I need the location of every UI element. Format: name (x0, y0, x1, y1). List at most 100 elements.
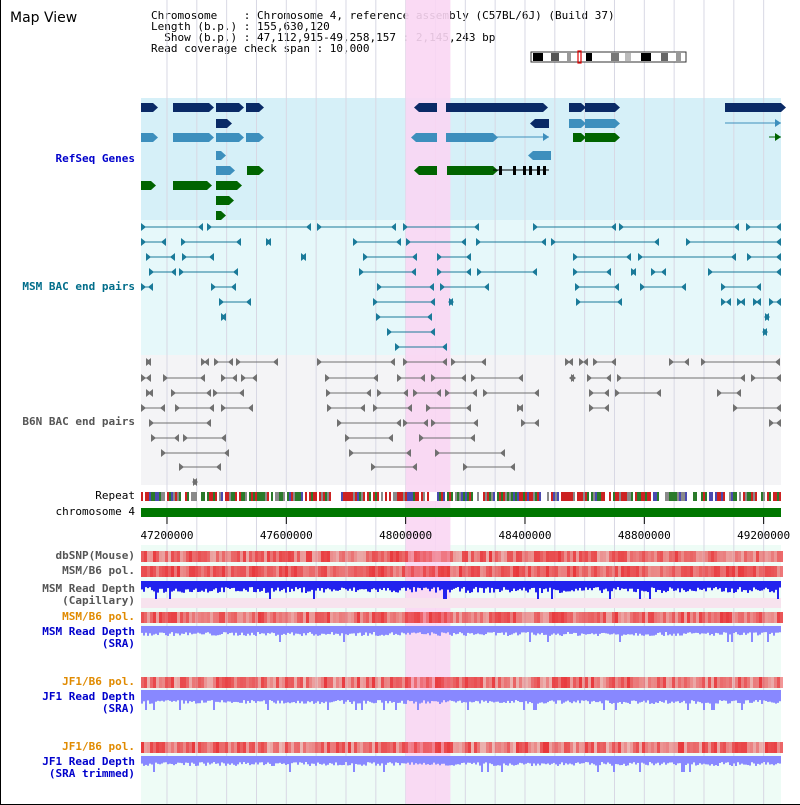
msm-bac-pair-end (611, 223, 616, 231)
msm-depth-capillary-bar (257, 581, 259, 590)
jf1-depth-trimmed-bar (215, 756, 217, 764)
jf1-depth-trimmed-bar (735, 756, 737, 766)
msm-b6-pol-cell (291, 612, 294, 623)
msm-depth-capillary-bar (649, 581, 651, 599)
refseq-gene-arrow (209, 103, 214, 112)
jf1-b6-pol-cell (420, 742, 423, 753)
msm-bac-pair-end (551, 238, 556, 246)
msm-depth-capillary-bar (223, 581, 225, 593)
jf1-depth-trimmed-bar (693, 756, 695, 763)
msm-depth-sra-bar (619, 626, 621, 642)
b6n-bac-pair-end (775, 358, 780, 366)
msm-b6-pol-cell (345, 612, 348, 623)
msm-depth-sra-bar (583, 626, 585, 634)
msm-depth-sra-bar (391, 626, 393, 633)
msm-b6-pol-cell (666, 612, 669, 623)
jf1-depth-sra-bar (421, 690, 423, 703)
dbsnp-cell (249, 551, 252, 562)
jf1-depth-trimmed-bar (213, 756, 215, 763)
msm-depth-capillary-bar (763, 581, 765, 590)
msm-b6-pol-cell (453, 566, 456, 577)
msm-bac-pair-end (721, 298, 726, 306)
msm-b6-pol-cell (246, 566, 249, 577)
msm-b6-pol-cell (444, 612, 447, 623)
repeat-element (163, 492, 165, 501)
repeat-element (499, 492, 501, 501)
dbsnp-cell (354, 551, 357, 562)
jf1-b6-pol-cell (762, 677, 765, 688)
jf1-depth-trimmed-bar (281, 756, 283, 764)
msm-depth-sra-bar (561, 626, 563, 636)
jf1-depth-trimmed-bar (553, 756, 555, 763)
jf1-depth-sra-bar (733, 690, 735, 701)
msm-b6-pol-cell (498, 612, 501, 623)
jf1-depth-sra-bar (429, 690, 431, 704)
repeat-element (607, 492, 609, 501)
jf1-b6-pol-cell (402, 742, 405, 753)
jf1-depth-trimmed-bar (541, 756, 543, 764)
axis-tick-label: 48800000 (618, 529, 671, 542)
msm-bac-pair-end (141, 283, 146, 291)
jf1-depth-sra-bar (569, 690, 571, 703)
repeat-element (349, 492, 351, 501)
jf1-depth-sra-bar (205, 690, 207, 703)
msm-bac-pair-end (146, 253, 151, 261)
repeat-element (199, 492, 201, 501)
track-label-refseq[interactable]: RefSeq Genes (55, 152, 135, 165)
jf1-b6-pol-cell (429, 677, 432, 688)
jf1-b6-pol-cell (201, 742, 204, 753)
track-label-msm-bac[interactable]: MSM BAC end pairs (22, 280, 135, 293)
msm-b6-pol-cell (555, 566, 558, 577)
repeat-element (241, 492, 243, 501)
jf1-b6-pol-cell (408, 742, 411, 753)
genome-tracks-svg[interactable]: 47200000 47600000 48000000 48400000 48800000… (141, 0, 800, 805)
jf1-depth-sra-bar (259, 690, 261, 702)
msm-b6-pol-cell (678, 566, 681, 577)
jf1-b6-pol-cell (396, 742, 399, 753)
track-label-b6n-bac[interactable]: B6N BAC end pairs (22, 415, 135, 428)
dbsnp-cell (726, 551, 729, 562)
msm-depth-sra-bar (533, 626, 535, 635)
refseq-gene-arrow (153, 133, 158, 142)
refseq-gene-exon (585, 119, 615, 128)
repeat-element (155, 492, 157, 501)
repeat-element (469, 492, 471, 501)
msm-depth-sra-bar (611, 626, 613, 635)
genome-plot-area[interactable]: 47200000 47600000 48000000 48400000 48800000… (141, 0, 800, 805)
jf1-b6-pol-cell (690, 742, 693, 753)
msm-b6-pol-cell (777, 612, 780, 623)
dbsnp-cell (621, 551, 624, 562)
repeat-element (419, 492, 421, 501)
msm-depth-sra-bar (233, 626, 235, 636)
msm-depth-sra-bar (443, 626, 445, 633)
repeat-element (533, 492, 535, 501)
dbsnp-cell (522, 551, 525, 562)
msm-depth-capillary-bar (679, 581, 681, 593)
msm-bac-pair-end (437, 268, 442, 276)
jf1-b6-pol-cell (378, 742, 381, 753)
dbsnp-cell (378, 551, 381, 562)
msm-b6-pol-cell (399, 612, 402, 623)
jf1-depth-sra-bar (221, 690, 223, 701)
jf1-b6-pol-cell (564, 677, 567, 688)
jf1-depth-trimmed-bar (371, 756, 373, 764)
msm-b6-pol-cell (633, 612, 636, 623)
jf1-depth-trimmed-bar (455, 756, 457, 765)
msm-depth-capillary-bar (159, 581, 161, 589)
jf1-b6-pol-cell (570, 742, 573, 753)
jf1-b6-pol-cell (432, 742, 435, 753)
jf1-b6-pol-cell (357, 677, 360, 688)
msm-depth-sra-bar (463, 626, 465, 636)
repeat-element (365, 492, 367, 501)
repeat-element (141, 492, 143, 501)
msm-b6-pol-cell (765, 566, 768, 577)
jf1-depth-trimmed-bar (233, 756, 235, 765)
repeat-element (295, 492, 297, 501)
msm-depth-sra-bar (309, 626, 311, 633)
jf1-b6-pol-cell (279, 742, 282, 753)
jf1-depth-trimmed-bar (565, 756, 567, 764)
repeat-element (379, 492, 381, 501)
jf1-b6-pol-cell (306, 742, 309, 753)
msm-depth-sra-bar (663, 626, 665, 636)
jf1-depth-sra-bar (721, 690, 723, 701)
